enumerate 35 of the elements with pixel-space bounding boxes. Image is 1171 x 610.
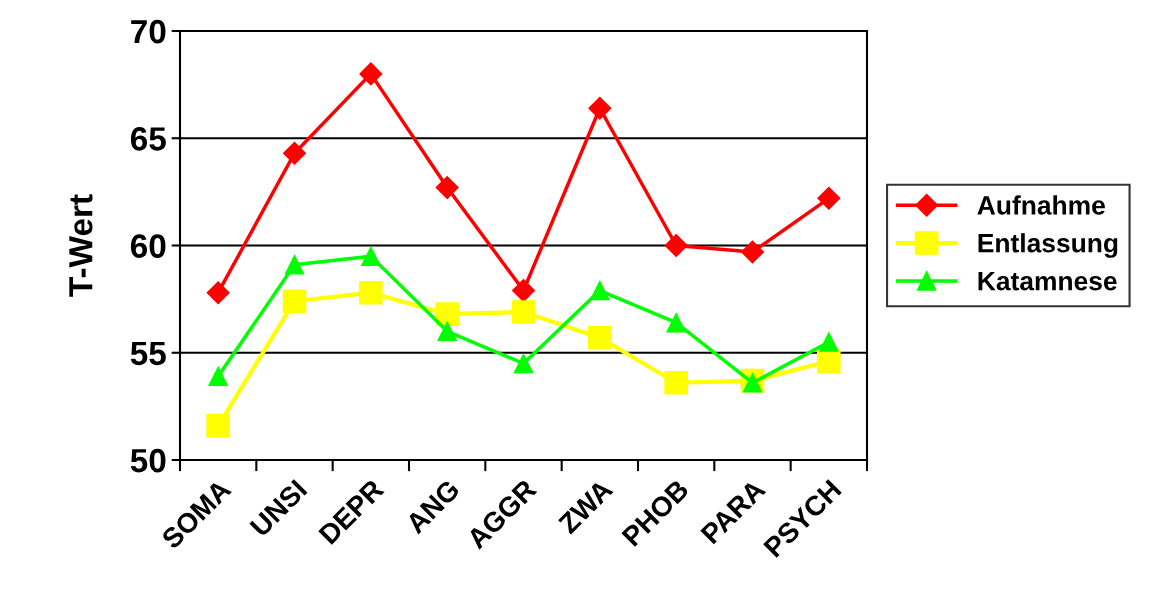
legend-label: Entlassung — [978, 233, 1118, 258]
legend-label: Katamnese — [978, 272, 1117, 291]
point — [588, 96, 612, 120]
point — [664, 234, 688, 257]
point — [282, 289, 307, 314]
y-tick-label: 50 — [130, 448, 166, 473]
point — [359, 280, 383, 305]
y-tick-label: 60 — [130, 234, 166, 258]
point — [588, 325, 612, 350]
point — [435, 176, 459, 200]
point — [817, 349, 841, 374]
point — [511, 300, 536, 324]
point — [742, 373, 763, 393]
point — [435, 302, 459, 326]
y-tick-label: 65 — [130, 127, 166, 151]
point — [664, 370, 688, 395]
point — [437, 321, 457, 342]
point — [741, 240, 764, 264]
y-tick-label: 70 — [131, 19, 166, 44]
point — [284, 255, 305, 275]
point — [819, 332, 839, 352]
point — [208, 366, 228, 387]
point — [359, 62, 383, 86]
point — [817, 186, 841, 210]
y-axis-title: T-Wert — [69, 194, 93, 297]
y-tick-label: 55 — [130, 341, 166, 366]
point — [206, 281, 230, 305]
point — [513, 353, 534, 374]
point — [283, 141, 306, 165]
legend-label: Aufnahme — [977, 195, 1105, 215]
point — [666, 312, 686, 333]
point — [590, 280, 610, 301]
point — [512, 279, 535, 303]
point — [361, 246, 381, 266]
point — [206, 413, 230, 438]
